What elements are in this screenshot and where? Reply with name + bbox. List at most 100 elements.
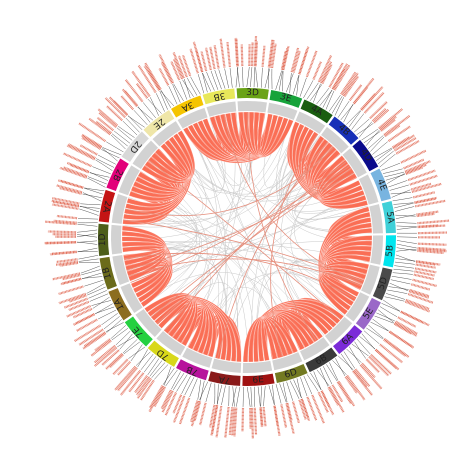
gene-leader-line xyxy=(258,387,260,407)
gene-leader-line xyxy=(393,273,413,275)
gene-leader-line xyxy=(78,255,98,259)
gene-label-mark xyxy=(281,405,286,428)
gene-label-mark xyxy=(126,80,143,102)
gene-leader-line xyxy=(385,297,405,302)
chromosome-label-6E: 6E xyxy=(252,375,264,386)
gene-leader-line xyxy=(106,322,124,331)
gene-leader-line xyxy=(376,149,392,161)
gene-label-mark xyxy=(416,261,440,264)
gene-leader-line xyxy=(78,218,98,219)
gene-label-mark xyxy=(94,346,115,363)
gene-label-mark xyxy=(149,71,160,90)
gene-leader-line xyxy=(128,116,145,128)
gene-leader-line xyxy=(384,172,404,177)
gene-leader-line xyxy=(116,331,130,345)
gene-label-mark xyxy=(264,407,266,426)
gene-leader-line xyxy=(247,67,249,87)
gene-leader-line xyxy=(243,387,244,407)
gene-leader-line xyxy=(88,290,106,298)
gene-leader-line xyxy=(352,344,369,356)
gene-label-mark xyxy=(67,145,95,159)
gene-leader-line xyxy=(329,362,338,380)
gene-leader-line xyxy=(182,80,193,97)
gene-leader-line xyxy=(395,262,415,264)
gene-leader-line xyxy=(349,111,361,127)
gene-leader-line xyxy=(80,207,100,209)
gene-label-mark xyxy=(221,38,225,67)
gene-label-mark xyxy=(225,407,228,438)
gene-leader-line xyxy=(225,68,229,88)
gene-leader-line xyxy=(77,224,97,226)
gene-label-mark xyxy=(338,382,352,404)
gene-leader-line xyxy=(276,384,281,403)
gene-label-mark xyxy=(365,92,384,112)
gene-label-mark xyxy=(354,371,367,387)
gene-leader-line xyxy=(148,99,162,114)
gene-leader-line xyxy=(387,290,407,294)
gene-label-mark xyxy=(299,47,308,75)
gene-leader-line xyxy=(138,349,148,367)
gene-leader-line xyxy=(352,114,364,130)
gene-label-mark xyxy=(50,252,77,254)
gene-leader-line xyxy=(383,169,403,174)
gene-leader-line xyxy=(191,77,201,95)
gene-leader-line xyxy=(176,375,187,392)
gene-label-mark xyxy=(255,408,256,435)
gene-leader-line xyxy=(190,379,198,397)
gene-leader-line xyxy=(261,386,262,406)
gene-leader-line xyxy=(264,386,266,406)
gene-leader-line xyxy=(307,83,319,100)
gene-leader-line xyxy=(112,328,128,340)
gene-leader-line xyxy=(230,68,232,88)
gene-leader-line xyxy=(347,349,362,363)
gene-leader-line xyxy=(320,368,328,386)
gene-leader-line xyxy=(359,122,372,138)
gene-leader-line xyxy=(357,123,374,134)
chromosome-label-1D: 1D xyxy=(98,233,108,246)
gene-leader-line xyxy=(397,248,417,251)
gene-leader-line xyxy=(326,364,337,381)
gene-leader-line xyxy=(382,303,400,311)
gene-leader-line xyxy=(317,370,329,386)
gene-leader-line xyxy=(83,194,103,198)
gene-label-mark xyxy=(59,294,86,303)
gene-label-mark xyxy=(70,165,89,173)
gene-leader-line xyxy=(237,67,239,87)
gene-label-mark xyxy=(173,395,181,413)
gene-leader-line xyxy=(156,93,164,111)
chromosome-label-7A: 7A xyxy=(217,373,231,385)
gene-leader-line xyxy=(397,244,417,248)
gene-leader-line xyxy=(131,344,143,361)
gene-label-mark xyxy=(415,268,436,272)
gene-label-mark xyxy=(242,45,243,67)
gene-leader-line xyxy=(77,242,97,244)
gene-leader-line xyxy=(256,67,258,87)
gene-label-mark xyxy=(416,264,436,267)
gene-label-mark xyxy=(60,168,87,178)
gene-leader-line xyxy=(123,121,137,135)
gene-label-mark xyxy=(162,62,172,83)
gene-leader-line xyxy=(242,67,243,87)
gene-leader-line xyxy=(78,248,98,252)
gene-label-mark xyxy=(408,171,435,181)
gene-label-mark xyxy=(252,42,253,66)
chromosome-label-1B: 1B xyxy=(101,266,114,280)
gene-leader-line xyxy=(386,293,405,299)
gene-leader-line xyxy=(160,91,168,110)
gene-leader-line xyxy=(397,240,417,243)
gene-label-mark xyxy=(371,355,391,374)
gene-label-mark xyxy=(263,46,265,67)
gene-leader-line xyxy=(300,377,307,396)
gene-leader-line xyxy=(138,107,153,120)
gene-label-mark xyxy=(313,62,320,80)
gene-leader-line xyxy=(297,378,301,398)
gene-leader-line xyxy=(80,204,100,205)
gene-leader-line xyxy=(394,266,414,269)
gene-leader-line xyxy=(87,284,105,294)
gene-leader-line xyxy=(103,147,122,155)
gene-label-mark xyxy=(217,406,222,437)
gene-label-mark xyxy=(414,275,434,279)
gene-leader-line xyxy=(77,230,97,232)
